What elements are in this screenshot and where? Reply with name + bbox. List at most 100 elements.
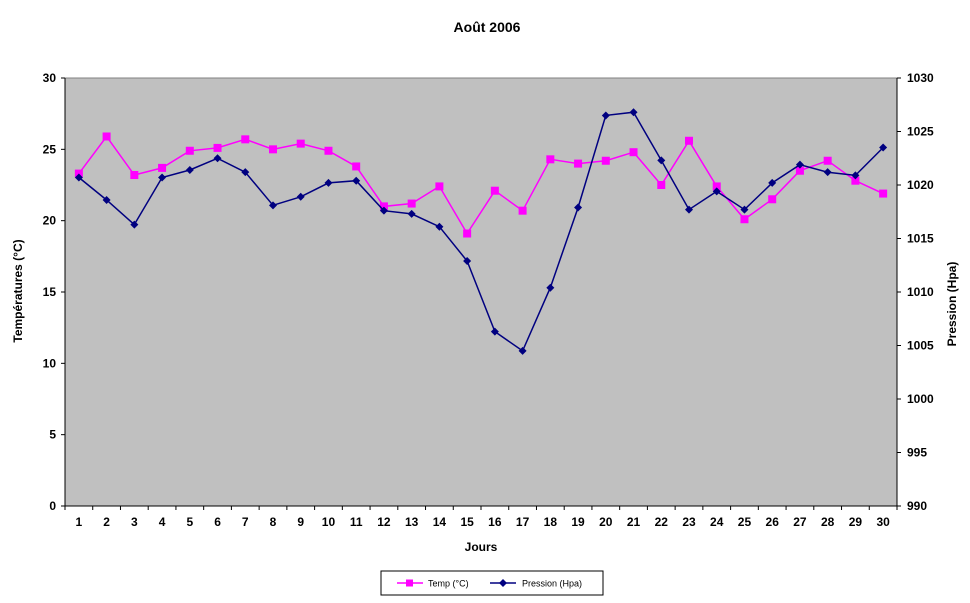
pressure-point (158, 173, 167, 182)
pressure-point (685, 205, 693, 214)
x-tick-label: 11 (350, 515, 363, 529)
temp-point (879, 189, 888, 198)
y-axis-label: Températures (°C) (11, 239, 25, 342)
x-tick-label: 23 (682, 515, 696, 529)
pressure-point (407, 209, 416, 218)
pressure-point (435, 222, 444, 231)
temp-point (657, 181, 666, 189)
y2-tick-label: 1025 (907, 125, 934, 139)
temp-point (296, 139, 305, 148)
pressure-point (712, 187, 721, 196)
pressure-point (213, 154, 222, 163)
pressure-point (823, 168, 832, 177)
x-tick-label: 19 (571, 515, 585, 529)
temp-point (546, 155, 555, 164)
x-tick-label: 9 (297, 515, 304, 529)
y-tick-label: 10 (43, 356, 57, 370)
temp-point (712, 182, 721, 191)
series-pressure (74, 108, 888, 355)
pressure-point (74, 173, 83, 182)
x-tick-label: 15 (460, 515, 474, 529)
y2-tick-label: 995 (907, 446, 927, 460)
pressure-point (851, 171, 860, 180)
pressure-point (269, 201, 277, 210)
temp-point (102, 132, 111, 141)
temp-point (213, 143, 222, 152)
temp-point (352, 162, 361, 171)
pressure-point (379, 206, 388, 215)
pressure-point (768, 178, 777, 187)
chart-title: Août 2006 (454, 19, 521, 35)
pressure-point (740, 205, 749, 214)
pressure-point (518, 346, 527, 355)
legend-temp-label: Temp (°C) (428, 579, 469, 589)
y-tick-label: 0 (49, 499, 56, 513)
temp-point (185, 146, 194, 155)
x-axis-label: Jours (465, 540, 498, 554)
x-tick-label: 14 (433, 515, 447, 529)
pressure-point (795, 160, 804, 169)
x-tick-label: 4 (159, 515, 166, 529)
x-tick-label: 22 (655, 515, 669, 529)
x-tick-label: 5 (186, 515, 193, 529)
x-tick-label: 17 (516, 515, 530, 529)
x-tick-label: 16 (488, 515, 502, 529)
legend-temp-marker (406, 579, 413, 587)
temp-point (463, 229, 472, 238)
pressure-line (78, 111, 884, 353)
x-tick-label: 1 (76, 515, 83, 529)
y-tick-label: 25 (43, 142, 57, 156)
axes (61, 77, 901, 510)
x-tick-label: 27 (793, 515, 807, 529)
legend-pressure-label: Pression (Hpa) (522, 579, 582, 589)
x-tick-label: 6 (214, 515, 221, 529)
temp-line (78, 135, 884, 235)
pressure-point (241, 168, 250, 177)
pressure-point (574, 203, 583, 212)
legend: Temp (°C) Pression (Hpa) (380, 570, 604, 596)
y2-tick-label: 990 (907, 499, 927, 513)
pressure-point (879, 143, 888, 152)
series-layer (74, 108, 888, 355)
x-tick-label: 24 (710, 515, 724, 529)
pressure-point (601, 111, 610, 120)
temp-point (574, 159, 583, 168)
pressure-point (130, 220, 139, 229)
pressure-point (352, 176, 361, 185)
temp-point (241, 135, 250, 144)
pressure-point (546, 283, 555, 292)
x-tick-label: 2 (103, 515, 110, 529)
x-tick-label: 20 (599, 515, 613, 529)
temp-point (851, 176, 860, 185)
pressure-point (490, 327, 499, 336)
temp-point (407, 199, 416, 208)
y-tick-label: 5 (49, 428, 56, 442)
y-tick-label: 30 (43, 71, 57, 85)
x-tick-label: 25 (738, 515, 752, 529)
pressure-point (296, 192, 305, 201)
temp-point (629, 148, 638, 157)
temp-point (490, 186, 499, 195)
pressure-point (629, 108, 638, 117)
y2-tick-label: 1015 (907, 232, 934, 246)
x-tick-label: 8 (270, 515, 277, 529)
pressure-point (185, 166, 194, 175)
pressure-point (102, 195, 111, 204)
y2-axis-label: Pression (Hpa) (945, 262, 959, 347)
x-tick-label: 28 (821, 515, 835, 529)
pressure-point (657, 156, 666, 165)
temp-point (435, 182, 444, 191)
temp-point (601, 156, 610, 165)
pressure-point (463, 256, 472, 265)
x-tick-label: 3 (131, 515, 138, 529)
x-tick-label: 21 (627, 515, 641, 529)
temp-point (823, 156, 832, 165)
y2-tick-label: 1005 (907, 339, 934, 353)
x-tick-label: 30 (876, 515, 890, 529)
y2-tick-label: 1000 (907, 392, 934, 406)
temp-point (518, 206, 527, 215)
plot-area (64, 77, 898, 507)
temp-point (379, 202, 388, 211)
x-tick-label: 18 (544, 515, 558, 529)
